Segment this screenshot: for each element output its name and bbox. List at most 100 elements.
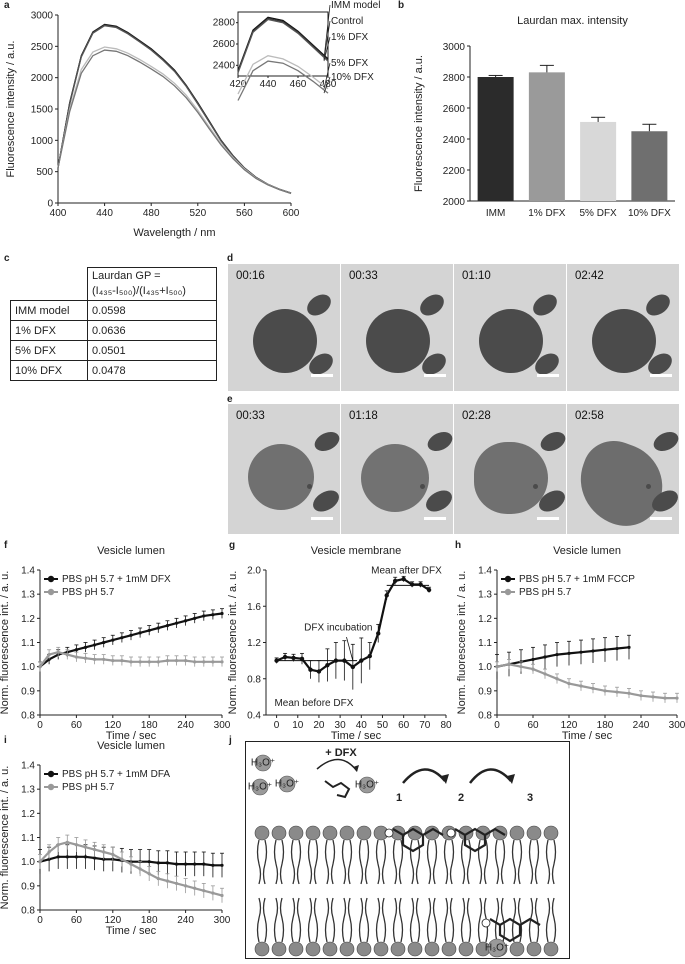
arrow-step-2 <box>469 768 512 784</box>
data-point <box>519 665 523 669</box>
timestamp-label: 00:16 <box>236 270 265 282</box>
scale-bar <box>311 374 333 377</box>
x-tick-label: 240 <box>177 915 194 926</box>
x-tick-label: 10 <box>292 720 304 731</box>
lipid-tail <box>279 897 285 943</box>
bar-3 <box>631 131 668 201</box>
lipid-tail <box>511 897 517 943</box>
data-point <box>184 884 188 888</box>
chart-a-spectra: 400 440 480 520 560 600 0 500 1000 1500 2000 2500 30… <box>5 0 380 239</box>
chart-f-vesicle-lumen: 0 60 120 180 240 300 0.8 0.9 1.0 1.1 1.2 1.3 1.4 Time… <box>0 545 231 742</box>
bar-1 <box>528 72 565 201</box>
bar-0 <box>477 77 514 201</box>
lipid-tail <box>313 839 319 885</box>
data-point <box>93 643 97 647</box>
data-point <box>603 689 607 693</box>
data-point <box>615 690 619 694</box>
lipid-tail <box>500 897 506 943</box>
legend-entry: Control <box>331 16 363 27</box>
x-axis-label: Time / sec <box>106 925 157 937</box>
lipid-head-icon <box>288 941 304 957</box>
data-point <box>531 657 535 662</box>
annotation-mean-before: Mean before DFX <box>274 698 353 709</box>
timestamp-label: 01:18 <box>349 410 378 422</box>
scale-bar <box>424 374 446 377</box>
y-tick-label: 1.0 <box>21 662 35 673</box>
y-tick-label: 3000 <box>443 42 466 53</box>
y-axis-label: Norm. fluorescence int. / a. u. <box>0 766 11 910</box>
data-point <box>495 665 499 669</box>
lipid-tail <box>273 897 279 943</box>
x-tick-label: 60 <box>71 720 83 731</box>
legend-entry: PBS pH 5.7 <box>62 587 115 598</box>
arrowhead <box>353 765 359 772</box>
data-point <box>102 850 106 854</box>
micrograph-tile: 02:58 <box>567 404 679 534</box>
hydronium-icon <box>278 775 296 793</box>
data-point <box>211 891 215 895</box>
lipid-tail <box>517 897 523 943</box>
y-tick-label: 1.2 <box>21 614 35 625</box>
y-tick-label: 1.4 <box>21 761 35 772</box>
panel-label-a: a <box>4 0 10 11</box>
vesicle <box>253 309 317 373</box>
table-row: 5% DFX 0.0501 <box>10 340 217 361</box>
vesicle-small <box>650 428 679 455</box>
data-point <box>56 843 60 847</box>
lipid-tail <box>324 839 330 885</box>
data-point <box>211 613 215 617</box>
x-tick-label: 30 <box>335 720 347 731</box>
hydronium-label: H₃O⁺ <box>485 943 509 954</box>
lipid-tail <box>511 839 517 885</box>
data-point <box>567 651 571 655</box>
data-point <box>401 576 406 582</box>
lipid-tail <box>381 897 387 943</box>
data-point <box>111 852 115 857</box>
data-point <box>74 855 78 859</box>
vesicle-small <box>416 290 448 320</box>
panel-label-j: j <box>229 735 232 746</box>
y-tick-label: 2000 <box>31 73 54 84</box>
y-tick-label: 1000 <box>31 136 54 147</box>
data-point <box>165 861 169 865</box>
data-point <box>555 677 559 681</box>
x-tick-label: 120 <box>561 720 578 731</box>
lipid-head-icon <box>458 941 474 957</box>
lipid-head-icon <box>288 825 304 841</box>
chart-title: Vesicle membrane <box>311 545 402 557</box>
data-point <box>174 621 179 625</box>
micrograph-tile: 02:42 <box>567 264 679 391</box>
data-point <box>426 587 432 593</box>
y-axis-label: Norm. fluorescence int. / a. u. <box>0 571 11 715</box>
panel-label-i: i <box>4 735 7 746</box>
hydronium-label: H₃O⁺ <box>251 758 275 769</box>
series-line-1 <box>496 663 677 700</box>
x-tick-label: 240 <box>633 720 650 731</box>
lipid-tail <box>460 839 466 885</box>
lipid-tail <box>307 839 313 885</box>
step-label: 1 <box>396 792 402 804</box>
lipid-tail <box>330 839 336 885</box>
y-tick-label: 1.4 <box>21 566 35 577</box>
y-axis-label: Fluorescence intensity / a.u. <box>413 55 425 192</box>
lipid-tail <box>341 839 347 885</box>
lipid-tail <box>545 897 551 943</box>
data-point <box>220 611 224 616</box>
arrowhead <box>441 774 449 784</box>
vesicle-small <box>420 484 425 489</box>
data-point <box>202 889 206 893</box>
x-axis-label: Time / sec <box>106 730 157 742</box>
data-point <box>184 619 188 623</box>
category-label: 1% DFX <box>528 208 566 219</box>
data-point <box>138 867 142 871</box>
lipid-tail <box>415 897 421 943</box>
data-point <box>282 654 288 660</box>
x-tick-label: 120 <box>104 720 121 731</box>
lipid-head-icon <box>424 941 440 957</box>
legend-leader <box>323 62 331 89</box>
data-point <box>47 850 51 854</box>
scale-bar <box>311 517 333 520</box>
lipid-tail <box>494 839 500 885</box>
data-point <box>147 660 151 664</box>
